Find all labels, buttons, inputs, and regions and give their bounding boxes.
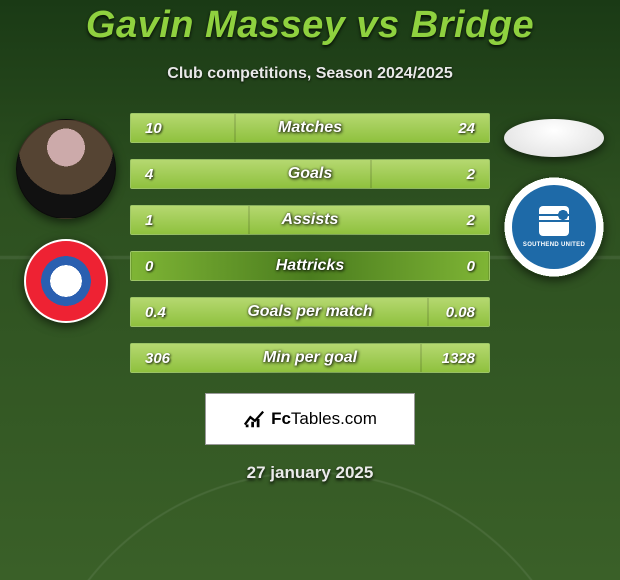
stat-value-left: 306 <box>131 350 191 367</box>
stat-row: 10Matches24 <box>130 113 490 143</box>
stat-value-left: 1 <box>131 212 191 229</box>
player-avatar-left <box>16 119 116 219</box>
attribution-text: FcTables.com <box>271 409 377 429</box>
left-player-column: AFC FYLDE <box>6 113 126 323</box>
stat-value-right: 2 <box>429 212 489 229</box>
club-crest-left: AFC FYLDE <box>24 239 108 323</box>
date-label: 27 january 2025 <box>0 463 620 483</box>
stat-row: 0Hattricks0 <box>130 251 490 281</box>
subtitle: Club competitions, Season 2024/2025 <box>0 65 620 83</box>
chart-icon <box>243 408 265 430</box>
stat-value-right: 2 <box>429 166 489 183</box>
stat-row: 0.4Goals per match0.08 <box>130 297 490 327</box>
attribution-badge[interactable]: FcTables.com <box>205 393 415 445</box>
stat-row: 4Goals2 <box>130 159 490 189</box>
stat-value-left: 0.4 <box>131 304 191 321</box>
stat-value-left: 0 <box>131 258 191 275</box>
page-title: Gavin Massey vs Bridge <box>0 4 620 47</box>
brand-prefix: Fc <box>271 409 291 428</box>
club-crest-right: SOUTHEND UNITED <box>504 177 604 277</box>
club-crest-right-label: SOUTHEND UNITED <box>523 242 585 249</box>
player-avatar-right <box>504 119 604 157</box>
stat-value-right: 1328 <box>428 350 489 367</box>
stat-value-left: 10 <box>131 120 191 137</box>
stats-list: 10Matches24 4Goals2 1Assists2 0Hattricks0 0.… <box>126 113 494 373</box>
stat-row: 1Assists2 <box>130 205 490 235</box>
brand-main: Tables <box>291 409 340 428</box>
stat-value-right: 0.08 <box>429 304 489 321</box>
stat-value-left: 4 <box>131 166 191 183</box>
comparison-content: AFC FYLDE 10Matches24 4Goals2 1Assists2 0Ha… <box>0 113 620 373</box>
stat-row: 306Min per goal1328 <box>130 343 490 373</box>
stat-value-right: 0 <box>429 258 489 275</box>
stat-value-right: 24 <box>429 120 489 137</box>
right-player-column: SOUTHEND UNITED <box>494 113 614 277</box>
brand-suffix: .com <box>340 409 377 428</box>
